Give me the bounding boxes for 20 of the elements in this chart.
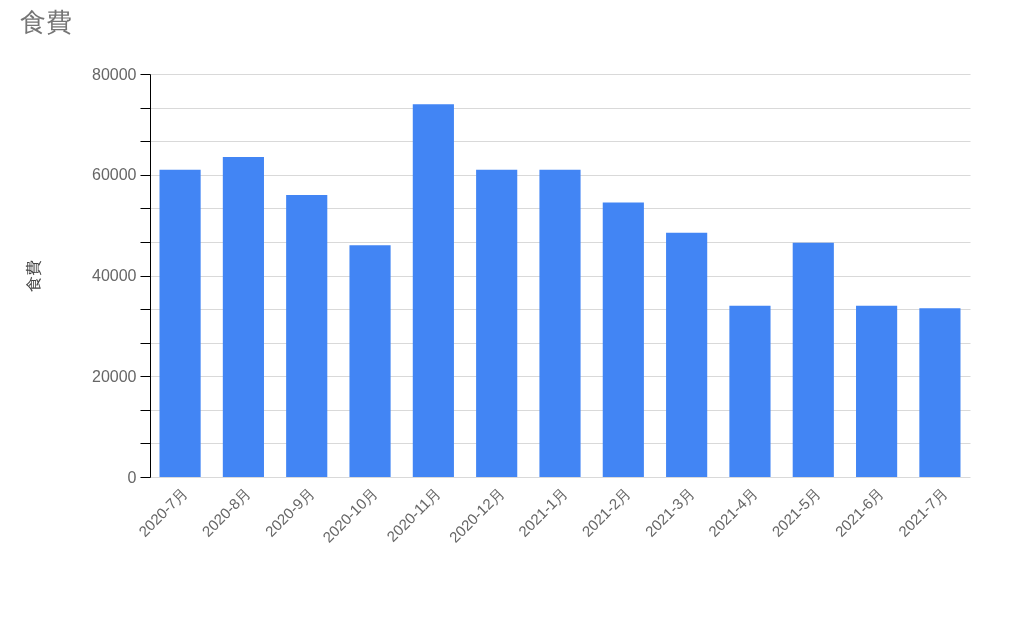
bar bbox=[792, 242, 834, 477]
y-tick-label: 20000 bbox=[92, 367, 137, 385]
bar bbox=[856, 305, 898, 477]
bar bbox=[222, 157, 264, 477]
chart-title: 食費 bbox=[20, 7, 72, 37]
y-tick-label: 0 bbox=[127, 468, 137, 486]
bar bbox=[159, 169, 201, 477]
bar bbox=[349, 245, 391, 477]
bar bbox=[286, 194, 328, 477]
bar bbox=[412, 104, 454, 477]
y-axis-title: 食費 bbox=[25, 260, 43, 292]
bar bbox=[729, 305, 771, 477]
y-tick-label: 40000 bbox=[92, 267, 137, 284]
y-tick-label: 80000 bbox=[92, 65, 137, 83]
bar bbox=[919, 308, 961, 477]
bar bbox=[476, 169, 518, 477]
y-tick-label: 60000 bbox=[92, 166, 137, 184]
bar bbox=[602, 202, 644, 477]
bar bbox=[539, 169, 581, 477]
bar bbox=[666, 232, 708, 477]
